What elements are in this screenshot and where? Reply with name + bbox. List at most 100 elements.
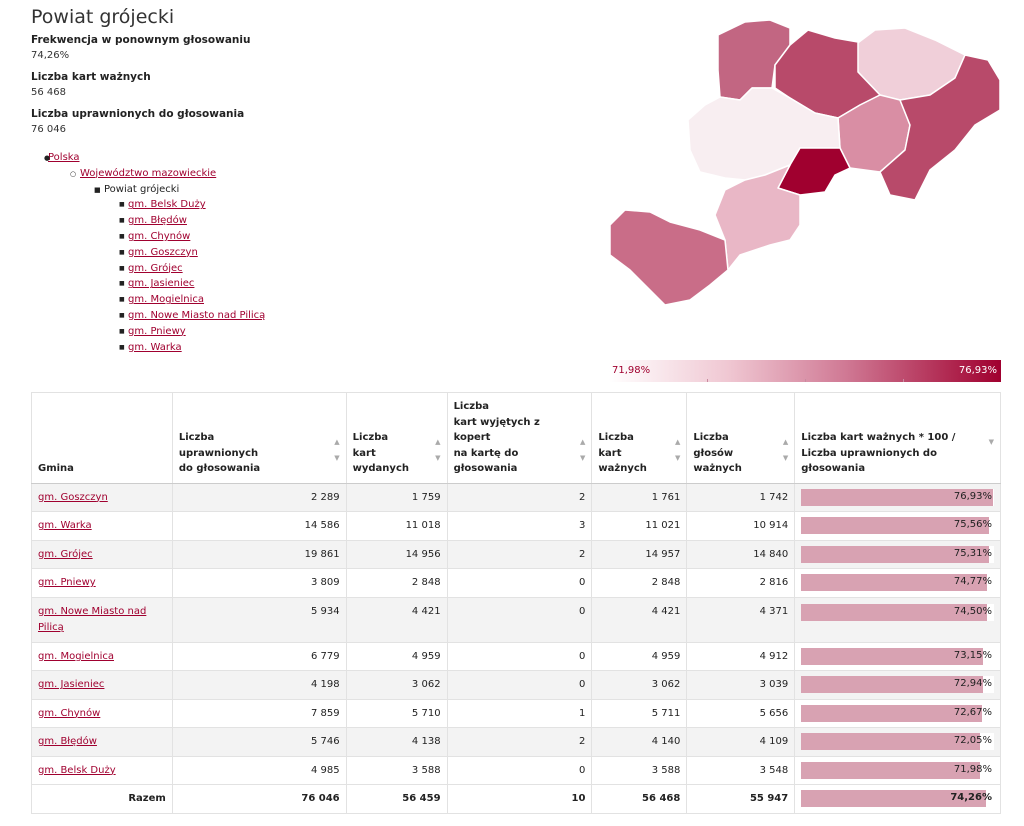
- cell-pct: 72,67%: [794, 698, 1001, 728]
- cell-gmina: gm. Mogielnica: [31, 641, 173, 671]
- header-label: kopert: [453, 432, 491, 443]
- map-region-bledow[interactable]: [714, 164, 801, 271]
- table-row: gm. Goszczyn 2 289 1 759 2 1 761 1 742 76,93%: [31, 482, 1001, 512]
- gmina-link[interactable]: gm. Mogielnica: [38, 650, 114, 662]
- link-country[interactable]: Polska: [48, 152, 80, 163]
- link-gmina[interactable]: gm. Nowe Miasto nad Pilicą: [128, 309, 266, 321]
- pct-bar-track: 72,94%: [801, 676, 994, 694]
- cell-wydanych: 4 959: [345, 641, 448, 671]
- cell-wydanych: 4 138: [345, 727, 448, 757]
- link-gmina[interactable]: gm. Goszczyn: [128, 246, 198, 258]
- cell-wydanych: 5 710: [345, 698, 448, 728]
- gmina-link[interactable]: gm. Chynów: [38, 707, 101, 719]
- pct-value: 72,05%: [953, 735, 992, 747]
- square-bullet-icon: ■: [119, 311, 125, 319]
- cell-waznych: 4 421: [591, 596, 688, 643]
- cell-glosow: 4 912: [686, 641, 796, 671]
- map-region-goszczyn-east[interactable]: [879, 54, 1001, 201]
- breadcrumb-gmina: ■ gm. Warka: [40, 340, 265, 356]
- cell-pct: 72,94%: [794, 670, 1001, 700]
- table-row: gm. Jasieniec 4 198 3 062 0 3 062 3 039 72,94%: [31, 670, 1001, 700]
- link-gmina[interactable]: gm. Jasieniec: [128, 278, 195, 290]
- link-gmina[interactable]: gm. Pniewy: [128, 325, 186, 337]
- link-voivodeship[interactable]: Województwo mazowieckie: [80, 167, 217, 179]
- pct-value: 75,31%: [953, 547, 992, 559]
- header-label: Gmina: [38, 463, 74, 474]
- header-label: Liczba uprawnionych do: [801, 447, 937, 459]
- link-gmina[interactable]: gm. Warka: [128, 341, 182, 353]
- breadcrumb: ● Polska ○ Województwo mazowieckie ■ Powiat…: [40, 150, 265, 355]
- link-gmina[interactable]: gm. Błędów: [128, 215, 187, 227]
- gmina-link[interactable]: gm. Błędów: [38, 736, 97, 748]
- header-label: kart: [352, 447, 376, 459]
- col-header-wyjetych[interactable]: Liczba kart wyjętych z kopert na kartę do gł…: [446, 392, 593, 484]
- cell-uprawnionych: 4 985: [171, 755, 347, 785]
- cell-waznych: 5 711: [591, 698, 688, 728]
- cell-glosow: 3 548: [686, 755, 796, 785]
- cell-uprawnionych: 19 861: [171, 539, 347, 569]
- header-label: wydanych: [352, 463, 409, 474]
- pct-bar: [801, 647, 984, 665]
- breadcrumb-gmina: ■ gm. Błędów: [40, 213, 265, 229]
- gmina-link[interactable]: gm. Grójec: [38, 548, 93, 560]
- cell-pct: 75,56%: [794, 511, 1001, 541]
- col-header-waznych[interactable]: Liczba kart ważnych ▲ ▼: [591, 392, 688, 484]
- pct-value: 74,50%: [953, 605, 992, 617]
- pct-bar: [801, 545, 989, 563]
- gmina-link[interactable]: gm. Goszczyn: [38, 491, 108, 503]
- legend-min-label: 71,98%: [612, 365, 651, 376]
- current-location: Powiat grójecki: [104, 183, 180, 195]
- eligible-voters-label: Liczba uprawnionych do głosowania: [31, 108, 245, 120]
- valid-ballots-value: 56 468: [31, 87, 66, 98]
- square-bullet-icon: ■: [119, 248, 125, 256]
- cell-pct: 76,93%: [794, 482, 1001, 512]
- col-header-wydanych[interactable]: Liczba kart wydanych ▲ ▼: [345, 392, 448, 484]
- col-header-gmina[interactable]: Gmina: [31, 392, 173, 484]
- breadcrumb-item-current: ■ Powiat grójecki: [40, 182, 265, 198]
- cell-uprawnionych: 5 934: [171, 596, 347, 643]
- circle-bullet-icon: ○: [70, 169, 77, 178]
- sort-icon: ▲ ▼: [334, 438, 340, 462]
- cell-gmina: gm. Pniewy: [31, 568, 173, 598]
- link-gmina[interactable]: gm. Mogielnica: [128, 294, 204, 306]
- map-region-nowe-miasto[interactable]: [609, 209, 729, 306]
- gmina-link[interactable]: gm. Jasieniec: [38, 679, 105, 691]
- col-header-uprawnionych[interactable]: Liczba uprawnionych do głosowania ▲ ▼: [171, 392, 347, 484]
- cell-glosow: 4 109: [686, 727, 796, 757]
- col-header-frekwencja[interactable]: Liczba kart ważnych * 100 / Liczba uprawn…: [794, 392, 1001, 484]
- sort-icon: ▲ ▼: [782, 438, 789, 462]
- gmina-link[interactable]: gm. Pniewy: [38, 577, 96, 589]
- square-bullet-icon: ■: [119, 264, 125, 272]
- gmina-link[interactable]: gm. Warka: [38, 520, 92, 532]
- total-pct: 74,26%: [950, 792, 992, 804]
- gmina-link[interactable]: gm. Belsk Duży: [38, 764, 116, 776]
- breadcrumb-gmina: ■ gm. Pniewy: [40, 324, 265, 340]
- cell-waznych: 3 062: [591, 670, 688, 700]
- total-waznych: 56 468: [591, 784, 688, 814]
- pct-bar-track: 75,31%: [801, 545, 994, 563]
- header-label: Liczba: [598, 432, 634, 443]
- link-gmina[interactable]: gm. Grójec: [128, 262, 183, 274]
- cell-pct: 75,31%: [794, 539, 1001, 569]
- breadcrumb-gmina: ■ gm. Belsk Duży: [40, 197, 265, 213]
- square-bullet-icon: ■: [119, 201, 125, 209]
- cell-waznych: 4 959: [591, 641, 688, 671]
- square-bullet-icon: ■: [119, 343, 125, 351]
- cell-gmina: gm. Grójec: [31, 539, 173, 569]
- sort-icon: ▲ ▼: [435, 438, 441, 462]
- cell-pct: 74,77%: [794, 568, 1001, 598]
- breadcrumb-gmina: ■ gm. Grójec: [40, 261, 265, 277]
- gmina-link[interactable]: gm. Nowe Miasto nad Pilicą: [38, 605, 147, 633]
- cell-wyjetych: 2: [446, 539, 593, 569]
- cell-gmina: gm. Nowe Miasto nad Pilicą: [31, 596, 173, 643]
- map-region-grojec[interactable]: [717, 19, 791, 101]
- eligible-voters-value: 76 046: [31, 124, 66, 135]
- link-gmina[interactable]: gm. Belsk Duży: [128, 199, 206, 211]
- header-label: głosowania: [453, 463, 518, 474]
- breadcrumb-gmina: ■ gm. Jasieniec: [40, 276, 265, 292]
- col-header-glosow[interactable]: Liczba głosów ważnych ▲ ▼: [686, 392, 796, 484]
- total-row: Razem 76 046 56 459 10 56 468 55 947 74,…: [31, 784, 1001, 814]
- cell-uprawnionych: 5 746: [171, 727, 347, 757]
- pct-bar: [801, 761, 981, 779]
- link-gmina[interactable]: gm. Chynów: [128, 230, 191, 242]
